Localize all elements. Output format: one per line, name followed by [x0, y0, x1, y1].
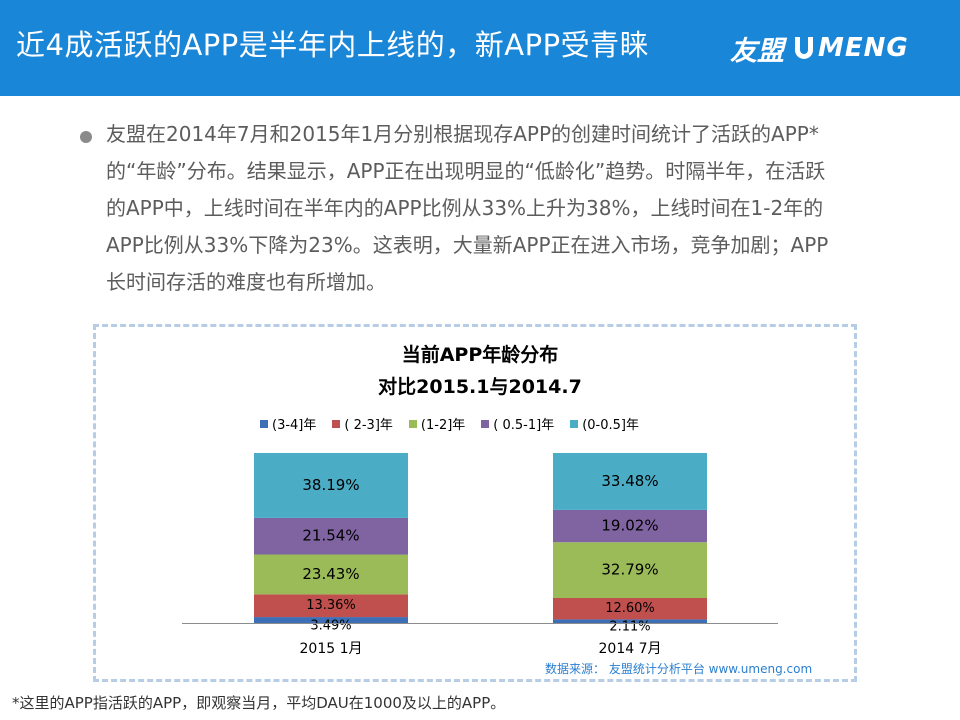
legend-swatch — [570, 419, 579, 428]
chart-frame — [93, 324, 857, 682]
brand-logo: 友盟 MENG — [730, 24, 909, 72]
legend-label: (0-0.5]年 — [582, 418, 639, 433]
data-label: 38.19% — [302, 476, 359, 494]
chart-legend: (3-4]年 ( 2-3]年 (1-2]年 ( 0.5-1]年 (0-0.5]年 — [260, 414, 639, 433]
legend-item: (1-2]年 — [408, 414, 466, 433]
data-label: 12.60% — [605, 601, 655, 616]
bar-segment — [553, 453, 707, 510]
category-label: 2014 7月 — [599, 641, 662, 657]
legend-swatch — [332, 419, 341, 428]
footnote: *这里的APP指活跃的APP，即观察当月，平均DAU在1000及以上的APP。 — [12, 694, 506, 712]
brand-en-text: MENG — [818, 33, 909, 63]
data-label: 13.36% — [306, 598, 356, 613]
bar-segment — [553, 509, 707, 543]
summary-paragraph: 友盟在2014年7月和2015年1月分别根据现存APP的创建时间统计了活跃的AP… — [106, 122, 829, 294]
umeng-u-icon — [795, 37, 813, 59]
brand-cn-logo: 友盟 — [730, 35, 784, 67]
bar-segment — [553, 542, 707, 598]
legend-item: ( 2-3]年 — [332, 414, 393, 433]
legend-item: ( 0.5-1]年 — [481, 414, 554, 433]
bar-segment — [254, 517, 408, 555]
legend-label: ( 2-3]年 — [344, 418, 393, 433]
bullet-dot — [80, 131, 92, 143]
legend-label: (3-4]年 — [272, 418, 317, 433]
data-label: 32.79% — [601, 561, 658, 579]
bar-segment — [254, 453, 408, 518]
brand-en-logo: MENG — [792, 33, 909, 63]
legend-swatch — [408, 419, 417, 428]
data-label: 3.49% — [310, 619, 351, 634]
bar-segment — [254, 554, 408, 595]
chart-title: 当前APP年龄分布 — [401, 344, 559, 366]
legend-swatch — [481, 419, 490, 428]
bar-segment — [553, 597, 707, 620]
data-label: 23.43% — [302, 565, 359, 583]
data-label: 2.11% — [609, 620, 650, 635]
header-bar: 近4成活跃的APP是半年内上线的，新APP受青睐 友盟 MENG — [0, 0, 960, 96]
legend-item: (0-0.5]年 — [570, 414, 639, 433]
chart-subtitle: 对比2015.1与2014.7 — [378, 376, 582, 398]
bar-segment — [553, 619, 707, 623]
legend-label: (1-2]年 — [420, 418, 466, 433]
category-label: 2015 1月 — [300, 641, 363, 657]
bar-segment — [254, 617, 408, 623]
legend-item: (3-4]年 — [260, 414, 316, 433]
bar-segment — [254, 594, 408, 618]
data-label: 33.48% — [601, 472, 658, 490]
data-label: 21.54% — [302, 527, 359, 545]
legend-label: ( 0.5-1]年 — [493, 418, 555, 433]
legend-swatch — [260, 419, 268, 428]
data-label: 19.02% — [601, 517, 658, 535]
page-title: 近4成活跃的APP是半年内上线的，新APP受青睐 — [16, 28, 650, 62]
data-source: 数据来源： 友盟统计分析平台 www.umeng.com — [545, 662, 813, 676]
